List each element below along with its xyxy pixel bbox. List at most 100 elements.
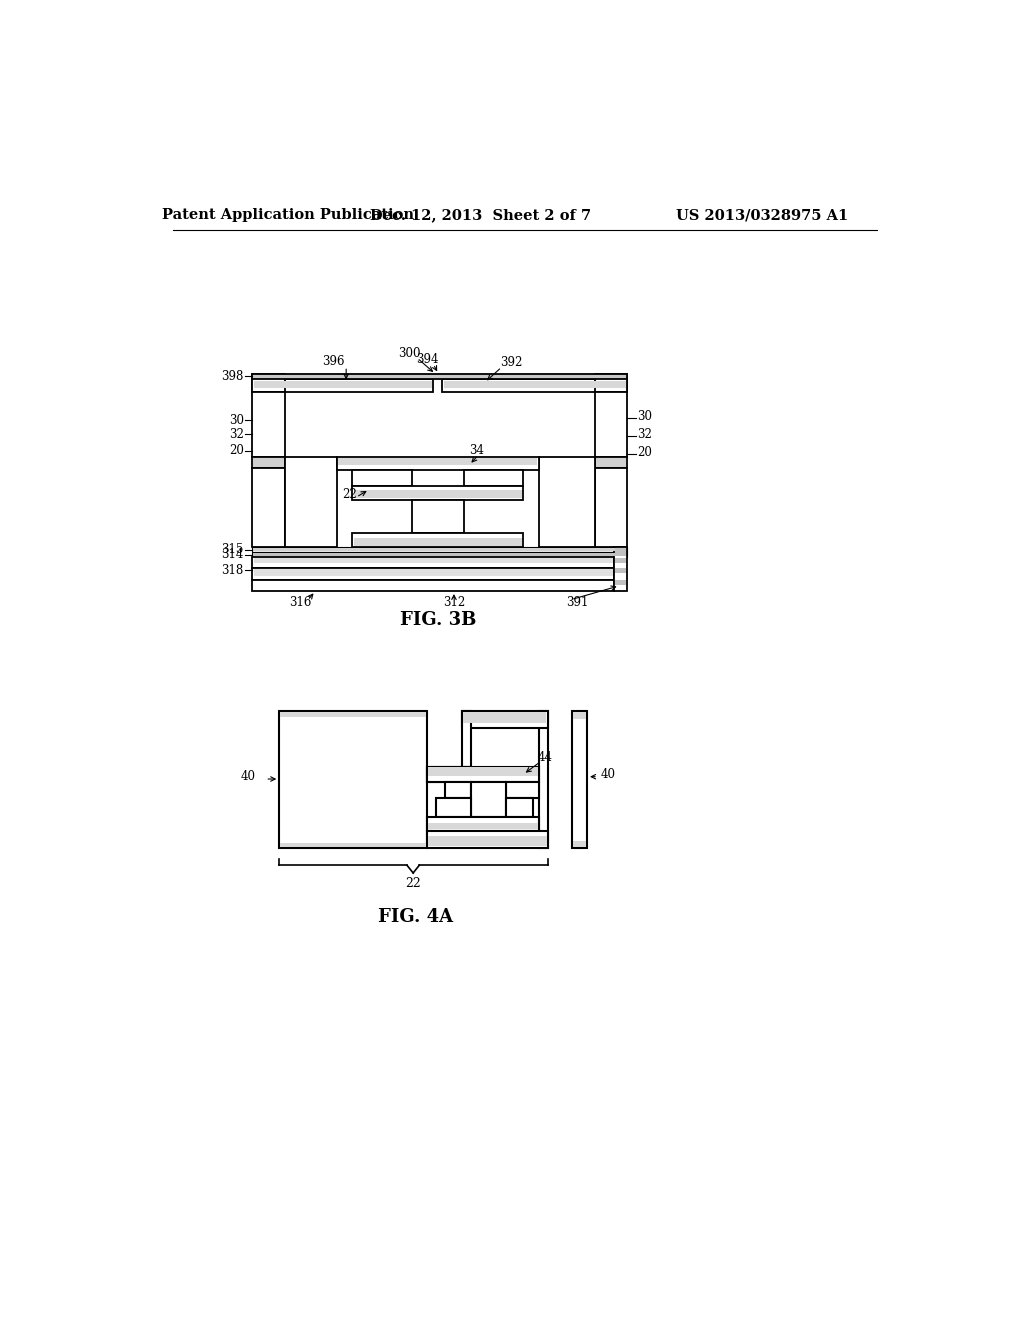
Bar (428, 822, 538, 829)
Bar (254, 558, 612, 564)
Bar (539, 457, 595, 548)
Bar (614, 568, 627, 573)
Bar (427, 817, 539, 830)
Text: 20: 20 (229, 445, 244, 458)
Bar (614, 581, 627, 585)
Bar (253, 458, 284, 467)
Bar (572, 841, 587, 847)
Bar (253, 548, 627, 552)
Bar (614, 548, 628, 591)
Text: 391: 391 (566, 597, 589, 610)
Text: 32: 32 (637, 428, 652, 441)
Bar (252, 548, 628, 552)
Text: 316: 316 (289, 597, 311, 610)
Text: 40: 40 (241, 770, 255, 783)
Text: 396: 396 (323, 355, 345, 368)
Bar (614, 548, 627, 553)
Text: 30: 30 (637, 409, 652, 422)
Text: 34: 34 (470, 445, 484, 458)
Bar (462, 711, 471, 767)
Text: 315: 315 (221, 543, 244, 556)
Bar (339, 458, 538, 465)
Bar (506, 797, 534, 817)
Bar (352, 533, 523, 548)
Bar (464, 470, 523, 486)
Bar (254, 374, 626, 379)
Bar (444, 381, 626, 388)
Text: 314: 314 (221, 548, 244, 561)
Bar (614, 568, 627, 573)
Bar (252, 557, 614, 568)
Bar (253, 458, 284, 467)
Bar (252, 392, 285, 457)
Text: 300: 300 (398, 347, 421, 360)
Bar (444, 381, 626, 388)
Text: US 2013/0328975 A1: US 2013/0328975 A1 (676, 209, 848, 222)
Bar (252, 379, 433, 392)
Bar (614, 558, 627, 562)
Bar (280, 843, 426, 847)
Bar (253, 553, 627, 557)
Bar (428, 822, 538, 829)
Bar (252, 469, 285, 548)
Bar (614, 548, 627, 553)
Bar (436, 797, 471, 817)
Bar (352, 486, 523, 499)
Bar (596, 458, 627, 467)
Text: Patent Application Publication: Patent Application Publication (163, 209, 415, 222)
Text: FIG. 4A: FIG. 4A (378, 908, 453, 925)
Bar (428, 767, 538, 776)
Bar (427, 767, 539, 781)
Bar (427, 767, 471, 781)
Text: 394: 394 (416, 352, 438, 366)
Bar (595, 469, 628, 548)
Bar (428, 836, 547, 846)
Bar (252, 457, 285, 469)
Text: 312: 312 (442, 597, 465, 610)
Bar (614, 558, 627, 562)
Bar (463, 711, 547, 723)
Bar (595, 374, 628, 392)
Bar (254, 569, 612, 576)
Bar (254, 569, 612, 576)
Bar (596, 458, 627, 467)
Text: 22: 22 (343, 487, 357, 500)
Text: 40: 40 (600, 768, 615, 781)
Text: Dec. 12, 2013  Sheet 2 of 7: Dec. 12, 2013 Sheet 2 of 7 (371, 209, 592, 222)
Text: 22: 22 (406, 878, 421, 890)
Text: 318: 318 (221, 564, 244, 577)
Bar (595, 392, 628, 457)
Bar (254, 381, 432, 388)
Text: 32: 32 (229, 428, 244, 441)
Bar (412, 499, 464, 533)
Bar (253, 548, 627, 552)
Bar (354, 539, 521, 545)
Text: 392: 392 (501, 356, 523, 370)
Bar (280, 711, 426, 717)
Bar (354, 490, 521, 498)
Bar (614, 581, 627, 585)
Bar (571, 711, 587, 847)
Bar (339, 458, 538, 465)
Bar (428, 836, 547, 846)
Bar (462, 711, 548, 729)
Bar (254, 381, 432, 388)
Bar (442, 379, 628, 392)
Bar (428, 767, 538, 776)
Bar (280, 843, 426, 847)
Bar (285, 457, 337, 548)
Bar (253, 553, 627, 557)
Bar (444, 781, 471, 797)
Bar (572, 711, 587, 719)
Bar (572, 711, 587, 719)
Text: 20: 20 (637, 446, 652, 459)
Bar (352, 470, 412, 486)
Bar (427, 830, 548, 847)
Text: FIG. 3B: FIG. 3B (400, 611, 477, 630)
Bar (252, 374, 285, 392)
Text: 44: 44 (538, 751, 552, 764)
Bar (252, 374, 628, 379)
Bar (539, 711, 548, 847)
Bar (354, 490, 521, 498)
Bar (337, 457, 539, 470)
